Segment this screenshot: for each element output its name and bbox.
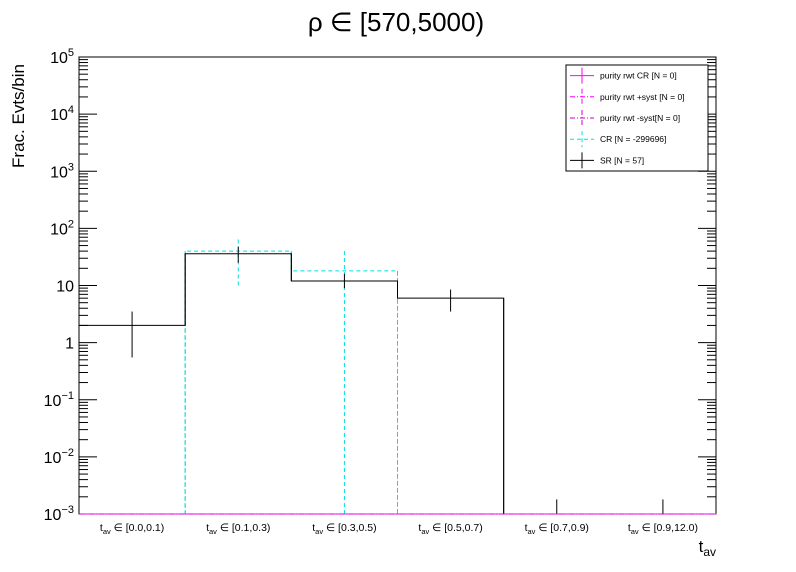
y-tick-label-base: 10 xyxy=(50,50,68,67)
legend-label: CR [N = -299696] xyxy=(600,134,666,144)
x-tick-label: tav ∈ [0.1,0.3) xyxy=(206,522,270,536)
x-tick-label-pre: t xyxy=(525,522,528,534)
y-tick-label: 103 xyxy=(50,161,74,181)
y-tick-label-exponent: −3 xyxy=(61,504,74,516)
y-tick-label: 104 xyxy=(50,104,74,124)
x-tick-label-post: ∈ [0.7,0.9) xyxy=(535,522,589,534)
x-tick-label-post: ∈ [0.9,12.0) xyxy=(639,522,698,534)
x-tick-label-sub: av xyxy=(421,527,429,536)
y-tick-label: 10−3 xyxy=(44,504,74,524)
x-tick-label-sub: av xyxy=(315,527,323,536)
y-tick-label-base: 10 xyxy=(44,450,62,467)
x-tick-label-pre: t xyxy=(100,522,103,534)
legend-box xyxy=(565,64,709,172)
x-tick-label-pre: t xyxy=(206,522,209,534)
y-tick-label: 10−1 xyxy=(44,390,74,410)
legend-label: purity rwt +syst [N = 0] xyxy=(600,92,685,102)
y-tick-label-base: 10 xyxy=(56,279,74,296)
y-tick-label-base: 10 xyxy=(44,507,62,524)
x-tick-label-pre: t xyxy=(312,522,315,534)
y-tick-label-exponent: −2 xyxy=(61,447,74,459)
x-tick-label-pre: t xyxy=(628,522,631,534)
y-tick-label: 1 xyxy=(65,336,74,353)
y-tick-label: 105 xyxy=(50,47,74,67)
y-tick-label: 10−2 xyxy=(44,447,74,467)
x-tick-label: tav ∈ [0.9,12.0) xyxy=(628,522,698,536)
legend-label: purity rwt -syst[N = 0] xyxy=(600,113,680,123)
x-tick-label-post: ∈ [0.3,0.5) xyxy=(323,522,377,534)
x-tick-label-pre: t xyxy=(418,522,421,534)
x-tick-label-sub: av xyxy=(209,527,217,536)
y-axis-label: Frac. Evts/bin xyxy=(9,64,28,168)
legend-label: purity rwt CR [N = 0] xyxy=(600,71,677,81)
y-tick-label-base: 10 xyxy=(50,107,68,124)
x-tick-label: tav ∈ [0.7,0.9) xyxy=(525,522,589,536)
y-tick-label-exponent: 5 xyxy=(68,47,74,59)
x-tick-label-sub: av xyxy=(631,527,639,536)
y-tick-label: 102 xyxy=(50,218,74,238)
x-tick-label-post: ∈ [0.1,0.3) xyxy=(217,522,271,534)
y-tick-label-exponent: −1 xyxy=(61,390,74,402)
x-tick-label: tav ∈ [0.3,0.5) xyxy=(312,522,376,536)
y-tick-label-base: 10 xyxy=(44,393,62,410)
y-tick-label-base: 10 xyxy=(50,221,68,238)
chart-title: ρ ∈ [570,5000) xyxy=(308,7,484,37)
y-tick-label-exponent: 4 xyxy=(68,104,74,116)
x-axis-label: tav xyxy=(699,537,716,559)
x-axis-label-sub: av xyxy=(703,545,716,559)
x-tick-label-post: ∈ [0.0,0.1) xyxy=(111,522,165,534)
x-tick-label-sub: av xyxy=(527,527,535,536)
x-tick-label: tav ∈ [0.5,0.7) xyxy=(418,522,482,536)
series-layer xyxy=(78,237,716,515)
y-tick-label-exponent: 2 xyxy=(68,218,74,230)
y-tick-label: 10 xyxy=(56,279,74,296)
x-tick-label: tav ∈ [0.0,0.1) xyxy=(100,522,164,536)
y-tick-label-exponent: 3 xyxy=(68,161,74,173)
x-tick-label-sub: av xyxy=(103,527,111,536)
x-axis-label-main: t xyxy=(699,537,704,556)
legend: purity rwt CR [N = 0] purity rwt +syst [N… xyxy=(565,64,709,172)
y-tick-label-base: 1 xyxy=(65,336,74,353)
x-tick-label-post: ∈ [0.5,0.7) xyxy=(429,522,483,534)
y-tick-label-base: 10 xyxy=(50,164,68,181)
legend-label: SR [N = 57] xyxy=(600,155,644,165)
